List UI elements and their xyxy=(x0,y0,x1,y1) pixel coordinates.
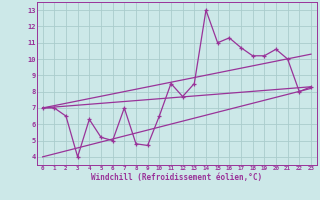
X-axis label: Windchill (Refroidissement éolien,°C): Windchill (Refroidissement éolien,°C) xyxy=(91,173,262,182)
